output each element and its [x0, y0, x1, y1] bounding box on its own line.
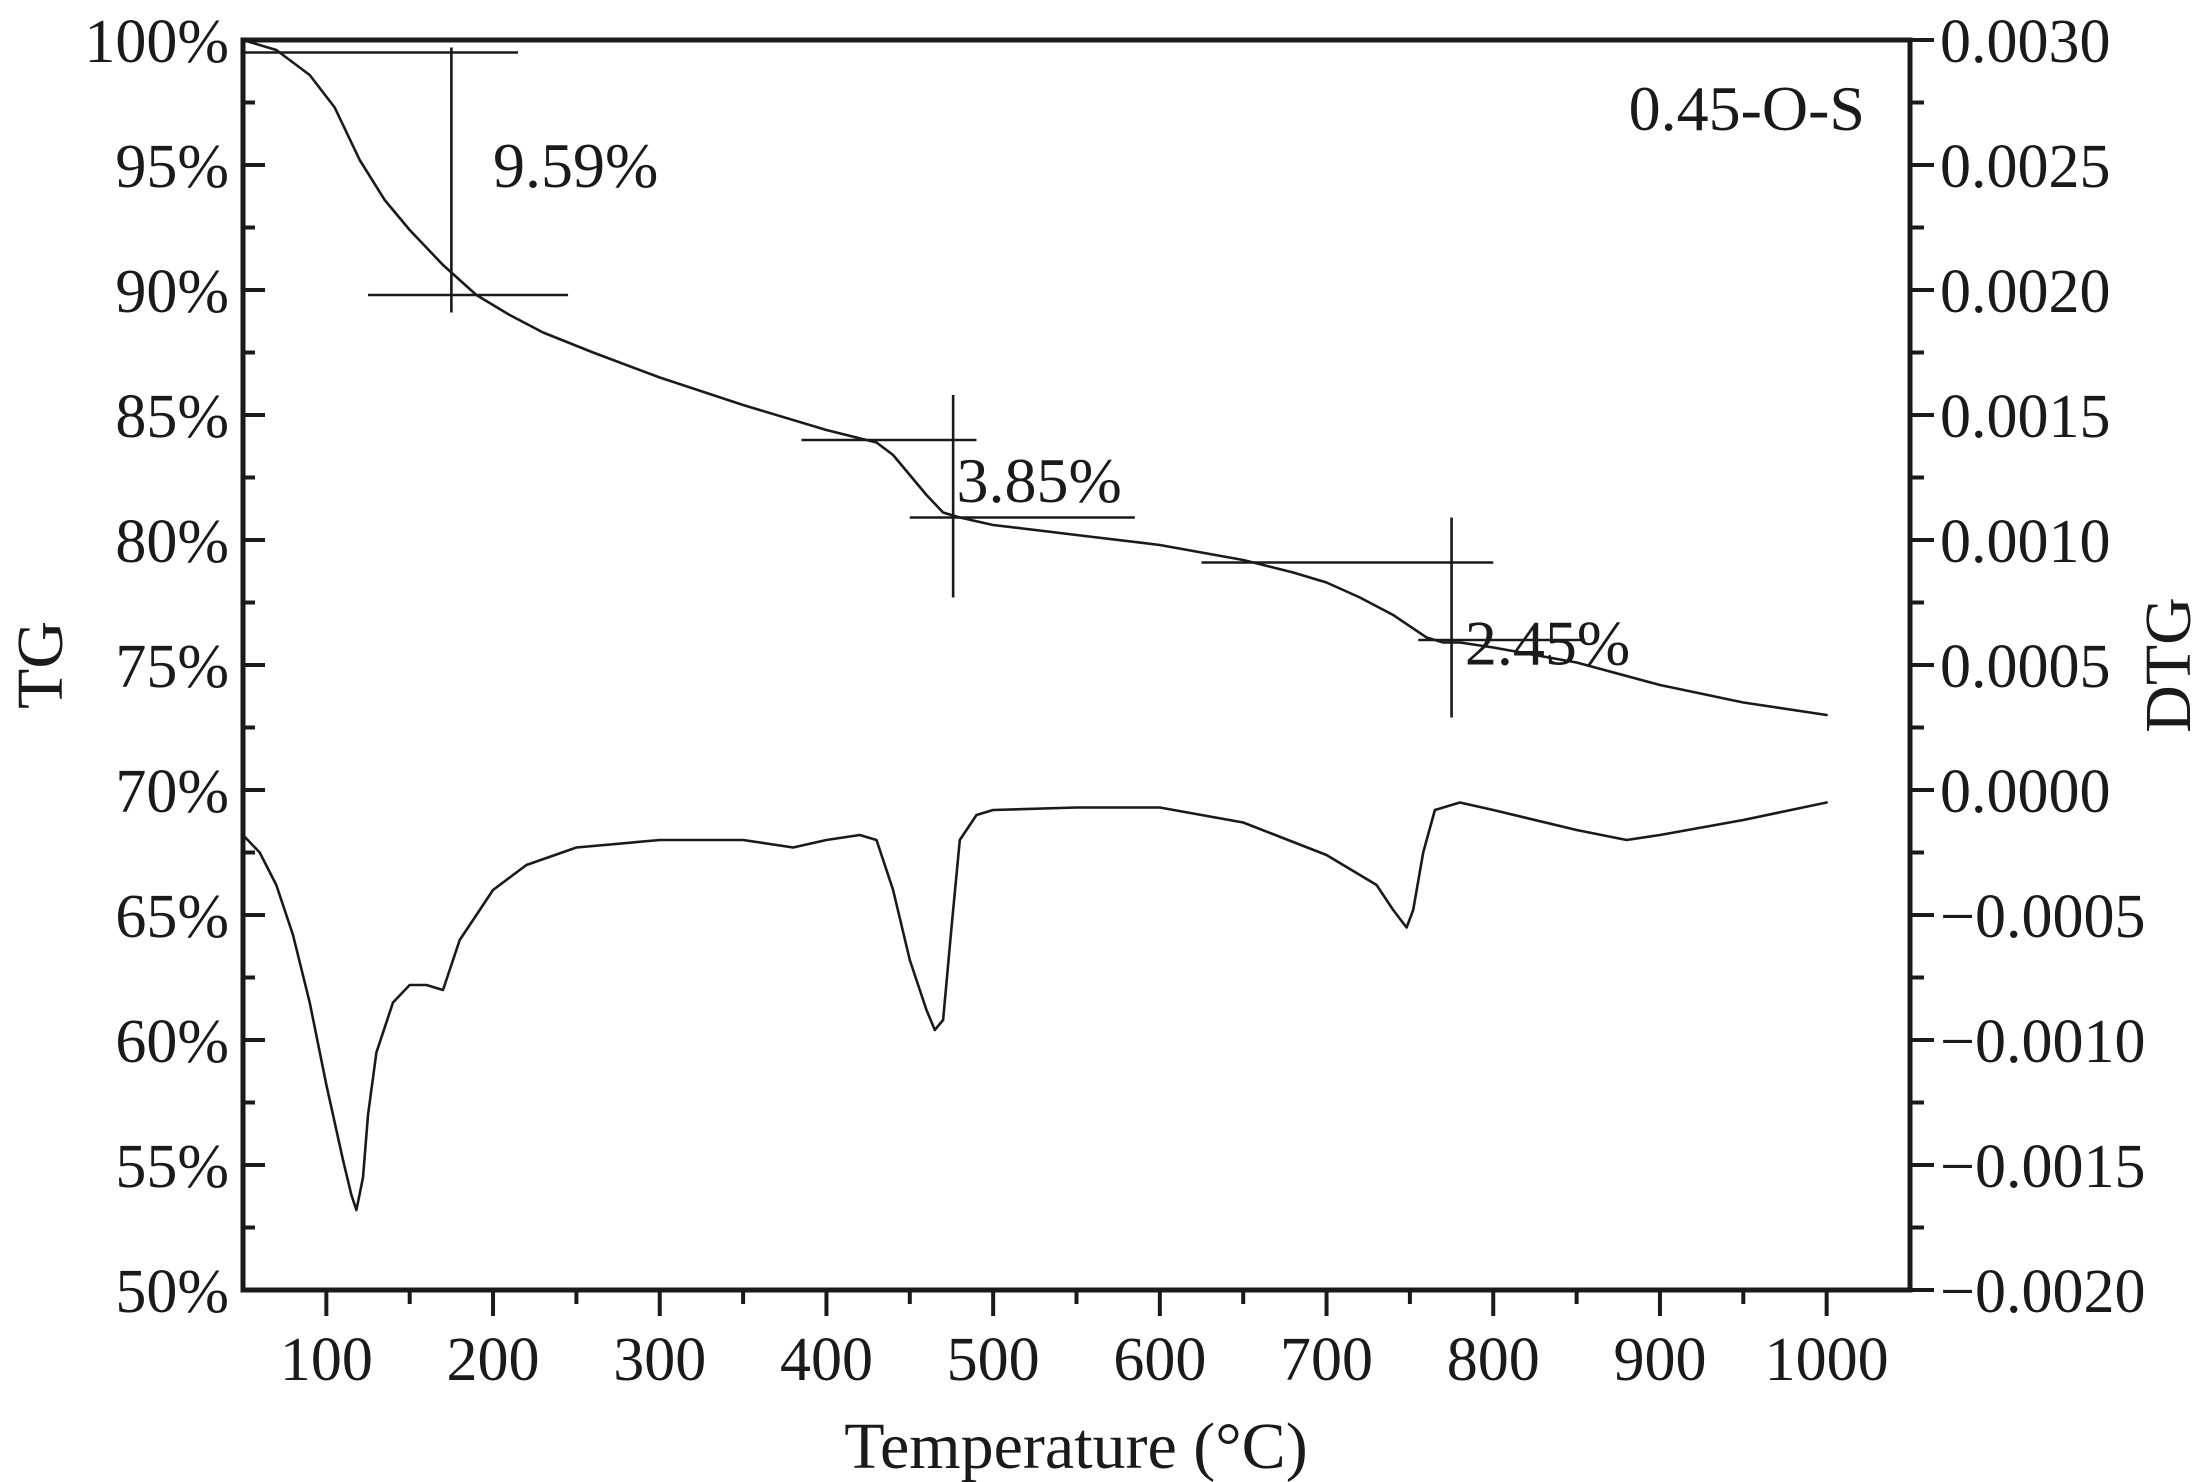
y-left-tick-label: 65% [115, 883, 229, 951]
y-right-tick-label: 0.0005 [1940, 633, 2111, 701]
x-tick-label: 100 [280, 1326, 373, 1394]
x-axis-title: Temperature (°C) [844, 1410, 1307, 1482]
x-tick-label: 300 [613, 1326, 706, 1394]
x-tick-label: 800 [1447, 1326, 1540, 1394]
y-right-tick-label: 0.0020 [1940, 258, 2111, 326]
x-tick-label: 400 [780, 1326, 873, 1394]
y-left-tick-label: 95% [115, 133, 229, 201]
x-tick-label: 900 [1613, 1326, 1706, 1394]
y-right-tick-label: −0.0010 [1940, 1008, 2145, 1076]
y-right-tick-label: −0.0005 [1940, 883, 2145, 951]
y-left-tick-label: 90% [115, 258, 229, 326]
y-right-tick-label: 0.0000 [1940, 758, 2111, 826]
x-tick-label: 500 [947, 1326, 1040, 1394]
y-left-tick-label: 50% [115, 1258, 229, 1326]
y-right-tick-label: −0.0020 [1940, 1258, 2145, 1326]
y-left-tick-label: 70% [115, 758, 229, 826]
y-left-tick-label: 60% [115, 1008, 229, 1076]
mass-loss-label: 2.45% [1465, 608, 1630, 679]
y-left-tick-label: 75% [115, 633, 229, 701]
data-series [241, 38, 1828, 1212]
sample-label: 0.45-O-S [1629, 73, 1865, 144]
y-axis-right-title: DTG [2132, 597, 2205, 733]
dtg-curve [241, 801, 1828, 1212]
tg-curve [241, 38, 1828, 717]
y-left-tick-label: 80% [115, 508, 229, 576]
y-left-tick-label: 100% [84, 8, 229, 76]
x-tick-label: 600 [1113, 1326, 1206, 1394]
right-axis-ticks: −0.0020 −0.0015 −0.0010 −0.0005 0.0000 0.0005… [1910, 8, 2145, 1326]
y-left-tick-label: 55% [115, 1133, 229, 1201]
plot-frame [240, 37, 1913, 1293]
mass-loss-label: 3.85% [956, 445, 1121, 516]
y-right-tick-label: 0.0010 [1940, 508, 2111, 576]
x-tick-label: 700 [1280, 1326, 1373, 1394]
mass-loss-annotations: 9.59% 3.85% 2.45% [243, 47, 1630, 718]
left-axis-ticks: 50% 55% 60% 65% 70% 75% 80% 85% 90% 95% 100% [84, 8, 265, 1326]
y-right-tick-label: 0.0025 [1940, 133, 2111, 201]
y-left-tick-label: 85% [115, 383, 229, 451]
y-right-tick-label: 0.0015 [1940, 383, 2111, 451]
x-tick-label: 1000 [1765, 1326, 1889, 1394]
x-axis-ticks: 100 200 300 400 500 600 700 800 900 1000 [280, 1290, 1889, 1394]
mass-loss-label: 9.59% [493, 130, 658, 201]
x-tick-label: 200 [447, 1326, 540, 1394]
y-axis-left-title: TG [4, 621, 77, 709]
y-right-tick-label: −0.0015 [1940, 1133, 2145, 1201]
y-right-tick-label: 0.0030 [1940, 8, 2111, 76]
